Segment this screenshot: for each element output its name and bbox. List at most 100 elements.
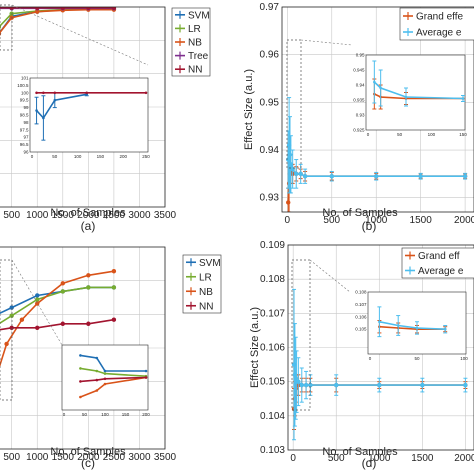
inset-x-tick-label: 0 [369,356,372,361]
inset-x-tick-label: 50 [82,412,88,417]
inset-y-tick-label: 100.5 [17,83,29,88]
inset-series-point [379,86,382,90]
series-point [60,321,65,326]
inset-axes: 0 50 100 150 0.925 0.93 0.935 0.94 0.945 0.95 [353,53,467,138]
x-tick-label: 2000 [77,452,100,463]
inset-series-point [79,380,82,383]
series-point [60,289,65,294]
series-point [420,382,425,388]
series-point [463,382,468,388]
legend-label: Tree [188,51,209,62]
inset-x-tick-label: 200 [119,154,127,159]
inset-frame [29,77,149,153]
legend-label: NB [188,38,202,49]
inset-y-tick-label: 96 [23,150,29,155]
legend-label: Average e [418,266,464,277]
inset-series-point [378,320,381,324]
legend-label: Grand effe [416,12,464,23]
inset-x-tick-label: 100 [460,356,468,361]
inset-y-tick-label: 99.5 [20,98,29,103]
zoom-connector [309,259,351,293]
inset-x-tick-label: 50 [52,154,58,159]
inset-series-point [79,354,82,357]
series-point [60,281,65,286]
y-tick-label: 0.105 [260,377,285,388]
inset-series-point [103,382,107,386]
inset-series-point [79,367,82,370]
inset-x-tick-label: 200 [142,412,150,417]
series-point [111,317,117,322]
series-point [296,379,301,384]
inset-y-tick-label: 0.945 [353,68,365,73]
inset-series-point [144,376,148,379]
x-tick-label: 1500 [410,215,433,226]
legend-label: NN [199,301,213,312]
inset-frame [365,54,466,131]
series-point [303,382,309,388]
y-tick-label: 0.94 [260,145,280,156]
series-point [111,7,117,10]
y-axis-label: Effect Size (a.u.) [249,307,261,388]
zoom-connector [11,4,149,66]
inset-series-line-average-e [379,321,446,330]
x-axis-label: No. of Samples [50,446,126,458]
x-tick-label: 1000 [365,215,388,226]
panel-b: 0 500 1000 1500 2000 0.93 0.94 0.95 0.96 0.97 0 50 1… [243,2,474,233]
inset-series-point [79,395,82,399]
x-tick-label: 3000 [128,210,151,221]
inset-x-tick-label: 150 [97,154,105,159]
inset-y-tick-label: 0.105 [355,327,367,332]
panel-c: 500 1000 1500 2000 2500 3000 3500 0 50 100 150 200 S… [0,246,222,470]
series-point [86,7,91,10]
series-point [9,305,14,310]
legend-label: NN [188,65,202,76]
x-tick-label: 500 [323,215,340,226]
inset-series-point [95,378,99,382]
inset-series-point [373,80,376,84]
inset-y-tick-label: 0.94 [356,83,365,88]
x-tick-label: 1000 [368,453,391,464]
inset-y-tick-label: 98.5 [20,113,29,118]
axes-frame [287,244,474,451]
inset-y-tick-label: 98 [23,120,29,125]
x-tick-label: 2000 [454,453,474,464]
axes-frame [0,246,166,450]
series-point [111,285,117,290]
inset-series-point [95,369,99,373]
x-tick-label: 3000 [128,452,151,463]
inset-series-line-svm [36,93,87,120]
legend-label: SVM [188,10,210,21]
x-axis-label: No. of Samples [50,207,126,219]
x-tick-label: 500 [3,210,20,221]
series-point [35,301,40,306]
inset-y-tick-label: 101 [21,76,29,81]
inset-series-point [95,389,99,392]
y-tick-label: 0.97 [260,2,280,13]
inset-series-line-nn [80,376,147,383]
inset-x-tick-label: 100 [74,154,82,159]
inset-series-point [85,91,89,95]
legend-label: Average e [416,28,462,39]
x-tick-label: 1000 [26,210,49,221]
inset-x-tick-label: 0 [367,132,370,137]
y-tick-label: 0.103 [260,445,285,456]
x-tick-label: 3500 [154,210,177,221]
legend-label: LR [188,24,201,35]
inset-x-tick-label: 150 [459,132,467,137]
inset-series-point [42,91,45,95]
inset-y-tick-label: 99 [23,105,29,110]
x-tick-label: 1500 [52,210,75,221]
inset-x-tick-label: 150 [122,412,130,417]
panel-label: (b) [362,219,377,233]
inset-series-point [103,369,107,373]
legend-label: SVM [199,258,221,269]
x-tick-label: 3500 [154,452,177,463]
series-point [286,200,291,205]
series-point [9,325,14,330]
series-group [291,288,468,441]
zoom-region [0,259,13,401]
series-point [287,152,293,157]
series-point [35,7,40,10]
axes-frame [281,6,474,213]
